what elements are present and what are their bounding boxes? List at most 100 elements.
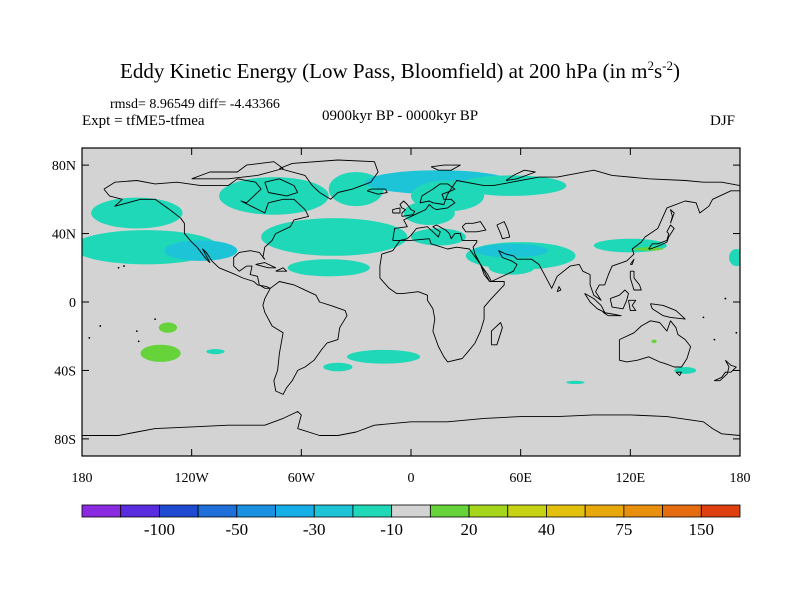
colorbar-box <box>197 504 238 518</box>
colorbar-box <box>159 504 199 518</box>
y-axis-ticks: 80N 40N 0 40S 80S <box>52 159 740 448</box>
region-subtropical-atlantic <box>287 259 370 277</box>
coastline-africa <box>379 238 505 363</box>
coastline-philippines <box>629 270 642 291</box>
colorbar-box <box>700 504 741 518</box>
coastline-taiwan <box>629 258 635 265</box>
region-east-pacific-jet <box>164 240 238 261</box>
coastlines <box>82 159 740 436</box>
coastline-svalbard <box>430 164 461 171</box>
region-south-atlantic-teal <box>347 349 421 364</box>
colorbar-box <box>507 504 547 518</box>
island-dot <box>135 330 138 332</box>
colorbar-box <box>429 504 470 518</box>
island-dot <box>713 338 716 341</box>
x-tick-label: 0 <box>408 471 415 486</box>
coastline-sulawesi <box>628 299 637 312</box>
coastline-java <box>602 311 622 317</box>
island-dot <box>88 337 91 339</box>
colorbar-box <box>662 504 702 518</box>
coastline-black-sea <box>461 221 487 233</box>
anomaly-regions <box>82 170 740 385</box>
coastline-cuba <box>255 262 277 269</box>
colorbar-box <box>81 504 122 518</box>
coastline-australia <box>618 320 692 368</box>
colorbar-box <box>275 504 315 518</box>
colorbar-labels: -100 -50 -30 -10 20 40 75 150 <box>144 520 714 539</box>
island-dot <box>123 265 125 267</box>
region-hudson-bay <box>219 177 329 215</box>
colorbar-tick-label: 40 <box>538 520 555 539</box>
coastline-novaya-zemlya <box>505 169 536 181</box>
region-tasman-teal <box>674 367 697 374</box>
coastline-baffin <box>264 178 299 197</box>
island-dot <box>137 340 140 343</box>
coastline-hispaniola <box>275 267 288 272</box>
y-tick-label: 40S <box>54 364 76 379</box>
x-tick-label: 120W <box>175 471 210 486</box>
colorbar-box <box>468 504 509 518</box>
island-dot <box>735 331 738 334</box>
y-tick-label: 80S <box>54 433 76 448</box>
coastline-north-america <box>103 178 310 289</box>
coastline-new-zealand <box>713 359 737 382</box>
region-south-pacific-teal <box>206 349 225 355</box>
island-dot <box>702 316 705 319</box>
colorbar-box <box>313 504 354 518</box>
x-tick-label: 180 <box>72 471 93 486</box>
y-tick-label: 0 <box>69 296 76 311</box>
region-australia-green <box>651 339 657 344</box>
coastline-antarctica <box>82 411 740 436</box>
region-west-pacific-edge <box>729 248 740 267</box>
coastline-eurasia <box>392 169 740 301</box>
region-south-pacific-green-1 <box>140 344 181 362</box>
region-south-atlantic-small <box>323 362 353 372</box>
x-tick-label: 60E <box>509 471 532 486</box>
coastline-sakhalin <box>670 209 675 224</box>
island-dot <box>99 325 102 327</box>
colorbar <box>81 504 741 518</box>
region-indian-ocean-teal <box>566 380 585 385</box>
coastline-caspian <box>496 221 511 240</box>
y-tick-label: 80N <box>52 159 76 174</box>
coastline-greenland <box>279 159 379 200</box>
region-south-pacific-green-2 <box>158 322 178 333</box>
island-dot <box>117 266 120 269</box>
colorbar-tick-label: 75 <box>615 520 632 539</box>
stats-text: rmsd= 8.96549 diff= -4.43366 <box>110 97 280 112</box>
period-label: 0900kyr BP - 0000kyr BP <box>322 108 479 124</box>
colorbar-tick-label: -10 <box>380 520 403 539</box>
colorbar-box <box>391 504 431 518</box>
colorbar-box <box>236 504 276 518</box>
x-tick-label: 120E <box>616 471 646 486</box>
colorbar-tick-label: -30 <box>303 520 326 539</box>
y-tick-label: 40N <box>52 228 76 243</box>
colorbar-box <box>546 504 586 518</box>
coastline-new-guinea <box>649 303 686 320</box>
coastline-ireland <box>392 207 401 214</box>
coastline-sri-lanka <box>556 286 562 293</box>
region-middle-east-core <box>474 243 549 258</box>
coastline-madagascar <box>490 322 503 346</box>
colorbar-tick-label: 150 <box>689 520 715 539</box>
colorbar-tick-label: 20 <box>461 520 478 539</box>
coastline-iceland <box>366 188 388 195</box>
coastline-canadian-arctic <box>191 161 284 180</box>
x-tick-label: 60W <box>288 471 316 486</box>
island-dot <box>724 297 727 300</box>
region-arabia-south <box>488 260 535 275</box>
map-background <box>82 148 740 456</box>
experiment-label: Expt = tfME5-tfmea <box>82 113 205 129</box>
colorbar-tick-label: -50 <box>225 520 248 539</box>
coastline-arabia-red-sea-gap <box>474 253 490 282</box>
region-alaska-pacific <box>91 197 183 229</box>
x-tick-label: 180 <box>730 471 751 486</box>
region-north-atlantic-outer <box>261 218 408 256</box>
colorbar-tick-label: -100 <box>144 520 175 539</box>
colorbar-box <box>352 504 393 518</box>
colorbar-box <box>623 504 663 518</box>
coastline-tasmania <box>675 371 682 377</box>
colorbar-box <box>120 504 160 518</box>
island-dot <box>154 318 157 321</box>
